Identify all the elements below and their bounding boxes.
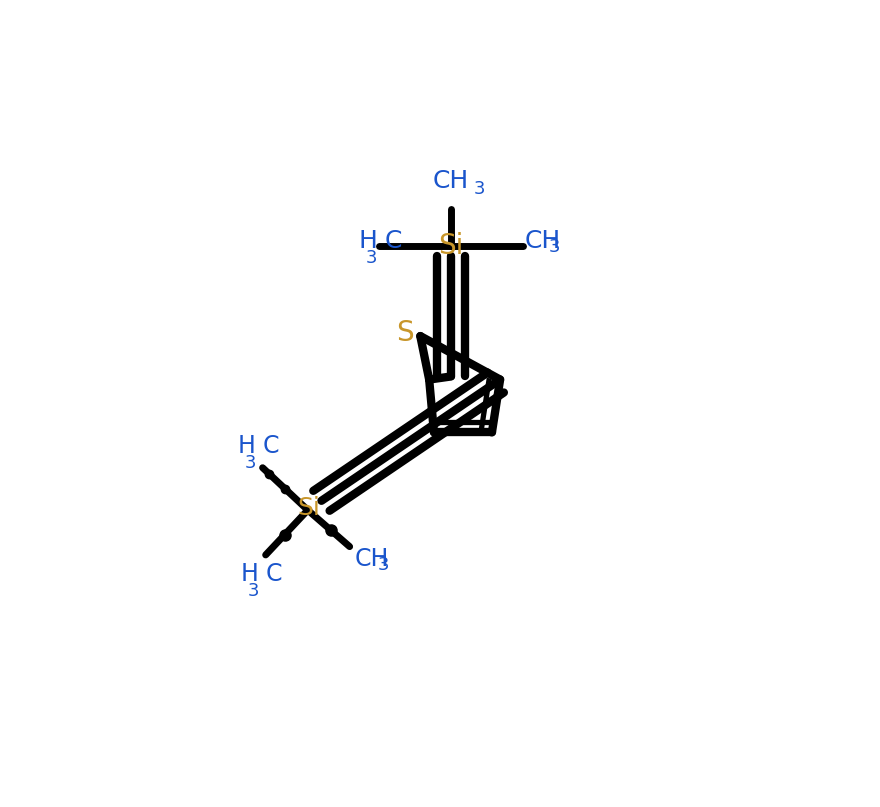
Text: Si: Si: [297, 495, 320, 520]
Text: CH: CH: [433, 169, 469, 193]
Text: C: C: [266, 562, 282, 586]
Text: 3: 3: [247, 582, 259, 600]
Text: CH: CH: [356, 547, 390, 571]
Text: CH: CH: [524, 229, 561, 253]
Text: 3: 3: [245, 454, 256, 472]
Text: H: H: [241, 562, 259, 586]
Text: H: H: [358, 229, 378, 253]
Text: 3: 3: [548, 238, 560, 256]
Text: C: C: [385, 229, 402, 253]
Text: C: C: [262, 434, 279, 458]
Text: 3: 3: [473, 179, 485, 198]
Text: 3: 3: [366, 249, 378, 267]
Text: Si: Si: [438, 232, 464, 260]
Text: S: S: [397, 319, 414, 347]
Text: 3: 3: [378, 556, 389, 575]
Text: H: H: [238, 434, 256, 458]
